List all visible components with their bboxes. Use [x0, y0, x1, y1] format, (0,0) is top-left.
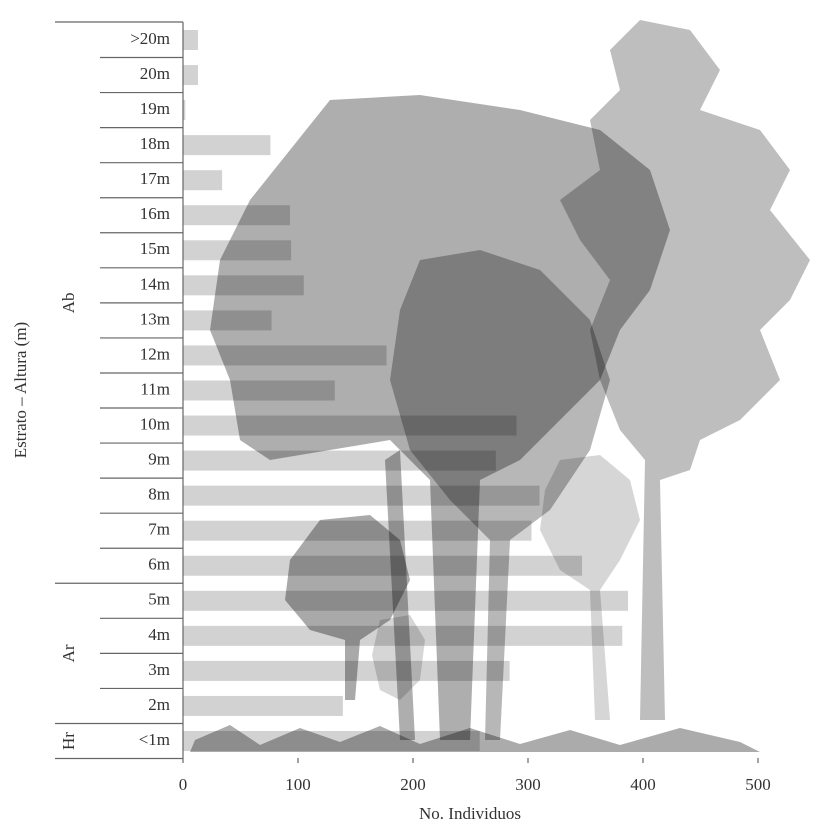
bar [183, 65, 198, 85]
bar [183, 135, 270, 155]
y-tick-label: 15m [140, 239, 170, 258]
chart: >20m 20m 19m 18m 17m 16m 15m 14m 13m 12m 11m 10m 9m 8… [0, 0, 817, 830]
bar [183, 30, 198, 50]
y-tick-label: 8m [148, 485, 170, 504]
y-tick-label: 13m [140, 309, 170, 328]
x-tick-label: 400 [630, 775, 656, 794]
y-tick-label: <1m [139, 730, 170, 749]
y-tick-label: 14m [140, 274, 170, 293]
y-tick-label: 17m [140, 169, 170, 188]
x-axis-title: No. Individuos [419, 804, 521, 823]
x-tick-label: 200 [400, 775, 426, 794]
y-tick-label: >20m [130, 29, 170, 48]
y-tick-label: 3m [148, 660, 170, 679]
y-tick-label: 9m [148, 450, 170, 469]
x-tick-label: 500 [745, 775, 771, 794]
y-tick-label: 20m [140, 64, 170, 83]
bar [183, 696, 343, 716]
y-axis-title: Estrato – Altura (m) [11, 322, 30, 458]
y-tick-label: 2m [148, 695, 170, 714]
x-tick-label: 0 [179, 775, 188, 794]
y-tick-label: 6m [148, 555, 170, 574]
group-label: Hr [59, 732, 78, 750]
y-tick-label: 16m [140, 204, 170, 223]
y-tick-label: 19m [140, 99, 170, 118]
bar [183, 170, 222, 190]
y-tick-label: 12m [140, 344, 170, 363]
y-tick-label: 7m [148, 520, 170, 539]
y-tick-label: 11m [140, 379, 170, 398]
x-tick-label: 300 [515, 775, 541, 794]
y-tick-label: 10m [140, 414, 170, 433]
group-label: Ar [59, 644, 78, 662]
y-tick-label: 18m [140, 134, 170, 153]
group-label: Ab [59, 292, 78, 313]
y-tick-label: 5m [148, 590, 170, 609]
y-tick-label: 4m [148, 625, 170, 644]
x-tick-label: 100 [285, 775, 311, 794]
